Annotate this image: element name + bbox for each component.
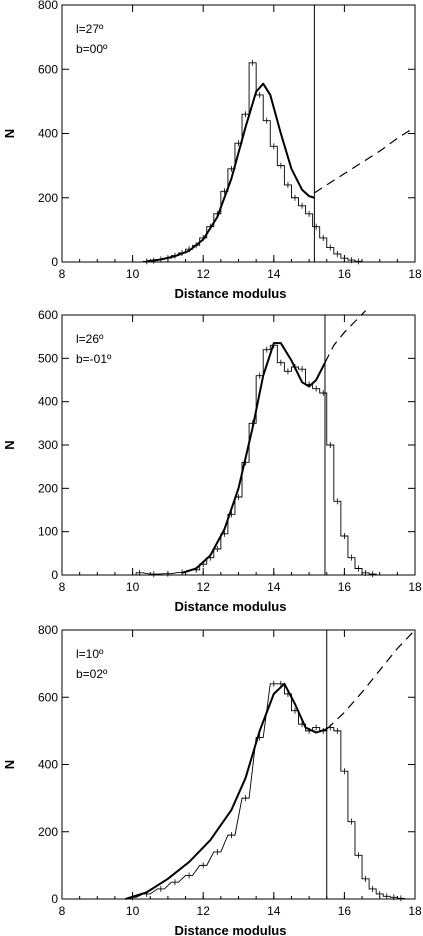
x-tick-label: 12: [197, 580, 211, 594]
y-axis-title: N: [2, 129, 17, 138]
annotation-label: l=10º: [76, 647, 104, 661]
y-tick-label: 400: [38, 758, 58, 772]
extrapolation-curve: [324, 310, 367, 363]
annotation-label: b=02º: [76, 667, 108, 681]
x-tick-label: 18: [408, 267, 422, 281]
x-axis-title: Distance modulus: [175, 286, 287, 301]
plot-frame: [61, 4, 416, 263]
y-tick-label: 0: [51, 892, 58, 906]
x-tick-label: 16: [338, 267, 352, 281]
y-tick-label: 400: [38, 127, 58, 141]
extrapolation-curve: [326, 629, 416, 730]
x-tick-label: 16: [338, 580, 352, 594]
x-tick-label: 8: [59, 904, 66, 918]
x-tick-label: 8: [59, 580, 66, 594]
chart-panel-1: 8 10 12 14 16 18 0 200 400 600 800 Distance modulus…: [2, 0, 422, 301]
annotation-label: l=26º: [76, 332, 104, 346]
plot-frame: [61, 314, 416, 576]
annotation-label: b=00º: [76, 42, 108, 56]
histogram-series: [135, 344, 377, 575]
y-tick-label: 200: [38, 825, 58, 839]
x-tick-label: 14: [267, 267, 281, 281]
fit-curve: [181, 342, 326, 574]
y-tick-label: 600: [38, 62, 58, 76]
x-tick-label: 14: [267, 904, 281, 918]
x-tick-label: 12: [197, 904, 211, 918]
x-tick-label: 12: [197, 267, 211, 281]
x-tick-label: 14: [267, 580, 281, 594]
y-tick-label: 100: [38, 525, 58, 539]
fit-curve: [125, 682, 328, 900]
x-axis-title: Distance modulus: [175, 599, 287, 614]
x-tick-label: 18: [408, 580, 422, 594]
extrapolation-curve: [314, 126, 416, 194]
annotation-label: b=-01º: [76, 352, 112, 366]
y-tick-label: 800: [38, 0, 58, 12]
y-axis-title: N: [2, 440, 17, 449]
y-tick-label: 400: [38, 395, 58, 409]
y-tick-label: 500: [38, 351, 58, 365]
annotation-label: l=27º: [76, 22, 104, 36]
histogram-series: [142, 62, 363, 262]
x-tick-label: 8: [59, 267, 66, 281]
chart-panel-2: 8 10 12 14 16 18 0 100 200 300 400 500 600 Distance m…: [2, 308, 422, 614]
histogram-series: [128, 683, 405, 899]
y-tick-label: 600: [38, 308, 58, 322]
x-tick-label: 18: [408, 904, 422, 918]
y-axis-title: N: [2, 760, 17, 769]
x-tick-label: 10: [126, 267, 140, 281]
x-tick-label: 10: [126, 580, 140, 594]
x-tick-label: 10: [126, 904, 140, 918]
y-tick-label: 200: [38, 191, 58, 205]
y-tick-label: 0: [51, 568, 58, 582]
y-tick-label: 0: [51, 255, 58, 269]
y-tick-label: 300: [38, 438, 58, 452]
fit-curve: [146, 82, 315, 263]
x-tick-label: 16: [338, 904, 352, 918]
chart-panel-3: 8 10 12 14 16 18 0 200 400 600 800 Distance modulus…: [2, 623, 422, 936]
y-tick-label: 200: [38, 481, 58, 495]
x-axis-title: Distance modulus: [175, 923, 287, 936]
y-tick-label: 600: [38, 690, 58, 704]
y-tick-label: 800: [38, 623, 58, 637]
